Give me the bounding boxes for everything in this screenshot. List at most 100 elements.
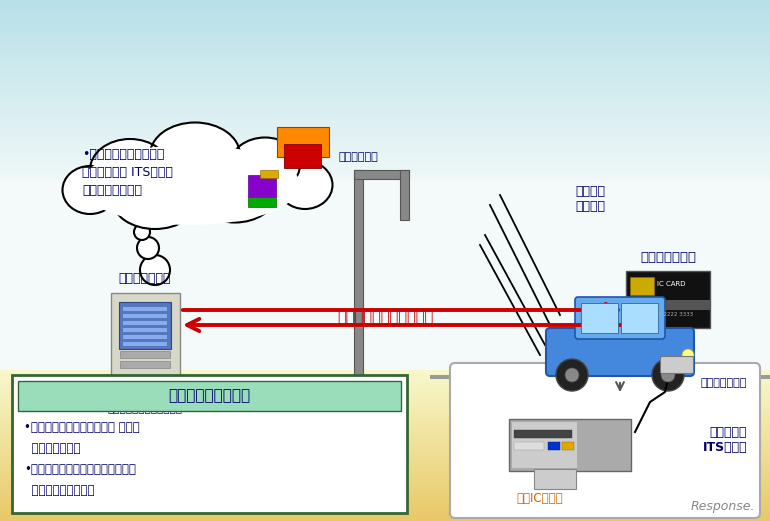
Bar	[514, 430, 572, 438]
Bar	[0, 5, 770, 6]
Text: ゲートを開閉。: ゲートを開閉。	[24, 442, 81, 455]
Bar	[0, 517, 770, 518]
FancyBboxPatch shape	[575, 297, 665, 339]
Bar	[0, 500, 770, 502]
Bar	[0, 75, 770, 77]
Bar	[0, 513, 770, 515]
FancyBboxPatch shape	[546, 328, 694, 376]
Bar	[0, 140, 770, 141]
Bar	[0, 69, 770, 70]
Bar	[0, 456, 770, 457]
FancyBboxPatch shape	[621, 303, 658, 333]
Bar	[0, 29, 770, 30]
Bar	[0, 375, 770, 377]
Bar	[0, 138, 770, 140]
Bar	[0, 81, 770, 82]
Bar	[0, 437, 770, 439]
Bar	[0, 431, 770, 432]
FancyBboxPatch shape	[18, 381, 401, 411]
Bar	[0, 61, 770, 63]
Bar	[0, 504, 770, 505]
FancyBboxPatch shape	[581, 303, 618, 333]
Bar	[0, 121, 770, 123]
Bar	[0, 478, 770, 479]
Bar	[0, 498, 770, 500]
Bar	[0, 385, 770, 387]
Circle shape	[565, 368, 579, 382]
Text: 次世代型の
ITS車載器: 次世代型の ITS車載器	[702, 426, 747, 454]
Bar	[0, 455, 770, 456]
Bar	[0, 465, 770, 466]
Text: アプリケーションサーバー: アプリケーションサーバー	[108, 403, 182, 413]
Bar	[0, 493, 770, 494]
Bar	[0, 460, 770, 462]
Bar	[0, 438, 770, 440]
Bar	[123, 335, 167, 339]
Bar	[0, 14, 770, 15]
FancyBboxPatch shape	[111, 293, 180, 387]
Bar	[0, 135, 770, 137]
Bar	[0, 70, 770, 72]
Bar	[0, 58, 770, 60]
Bar	[0, 512, 770, 514]
Bar	[0, 54, 770, 56]
Bar	[0, 509, 770, 511]
Text: ＥＴＣの
通信技術: ＥＴＣの 通信技術	[575, 185, 605, 213]
Bar	[0, 17, 770, 18]
Bar	[0, 94, 770, 96]
Bar	[0, 422, 770, 424]
Bar	[0, 446, 770, 448]
Bar	[0, 33, 770, 34]
Bar	[0, 397, 770, 399]
Bar	[0, 471, 770, 473]
Bar	[0, 464, 770, 465]
Bar	[0, 42, 770, 43]
Bar	[0, 497, 770, 499]
Bar	[0, 36, 770, 38]
Bar	[0, 169, 770, 171]
FancyBboxPatch shape	[277, 127, 329, 157]
Bar	[0, 436, 770, 438]
Bar	[0, 476, 770, 478]
Bar	[0, 495, 770, 497]
FancyBboxPatch shape	[284, 144, 321, 168]
Bar	[123, 328, 167, 332]
Bar	[0, 130, 770, 132]
Bar	[0, 143, 770, 144]
Bar	[0, 141, 770, 143]
Bar	[0, 85, 770, 87]
Text: •交換した情報や入退時間に基づき: •交換した情報や入退時間に基づき	[24, 463, 136, 476]
Bar	[0, 433, 770, 435]
Bar	[0, 6, 770, 7]
Bar	[0, 159, 770, 160]
Bar	[0, 387, 770, 389]
Bar	[0, 148, 770, 150]
Bar	[0, 410, 770, 412]
Bar	[0, 106, 770, 108]
Bar	[0, 406, 770, 407]
Bar	[0, 90, 770, 92]
Text: 駐車場でのサービス: 駐車場でのサービス	[169, 389, 250, 403]
Bar	[0, 405, 770, 406]
Bar	[0, 24, 770, 26]
Bar	[0, 485, 770, 487]
Bar	[0, 156, 770, 157]
Bar	[0, 444, 770, 445]
Text: 料金を計算し決済。: 料金を計算し決済。	[24, 484, 95, 497]
Bar	[0, 491, 770, 492]
Bar	[0, 97, 770, 99]
Bar	[0, 472, 770, 474]
Bar	[0, 390, 770, 391]
Ellipse shape	[110, 386, 180, 400]
Bar	[0, 84, 770, 85]
FancyBboxPatch shape	[509, 419, 631, 471]
Bar	[0, 430, 770, 431]
Bar	[0, 72, 770, 73]
Bar	[0, 165, 770, 167]
Bar	[0, 488, 770, 490]
Bar	[0, 473, 770, 475]
Bar	[0, 66, 770, 68]
Bar	[0, 60, 770, 61]
Bar	[0, 118, 770, 120]
Bar	[0, 388, 770, 390]
